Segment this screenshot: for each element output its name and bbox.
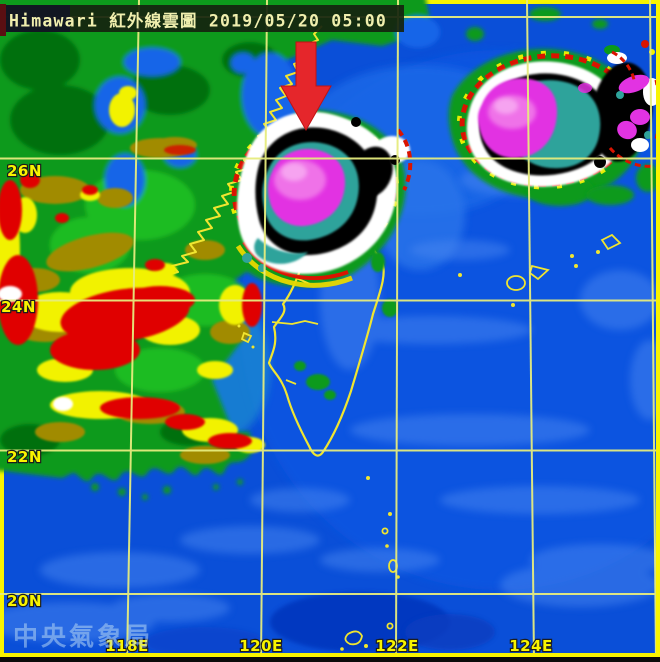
lat-label-24n: 24N xyxy=(1,298,36,316)
coastline-small-islands xyxy=(237,233,622,651)
lat-label-22n: 22N xyxy=(7,448,42,466)
lon-label-124e: 124E xyxy=(509,637,553,655)
map-border-right xyxy=(656,0,660,662)
lon-label-122e: 122E xyxy=(375,637,419,655)
bottom-black-strip xyxy=(0,657,660,662)
longitude-labels: 118E 120E 122E 124E xyxy=(104,636,553,656)
red-down-arrow-icon xyxy=(280,41,332,132)
lat-label-26n: 26N xyxy=(7,162,42,180)
storm-debris-right-edge xyxy=(607,40,660,168)
map-border-bottom xyxy=(0,653,660,657)
lat-label-20n: 20N xyxy=(7,592,42,610)
title-text: Himawari 紅外線雲圖 2019/05/20 05:00 xyxy=(9,11,387,31)
watermark-agency: 中央氣象局 xyxy=(13,622,153,651)
lon-label-118e: 118E xyxy=(105,637,149,655)
title-bar: Himawari 紅外線雲圖 2019/05/20 05:00 xyxy=(0,4,404,36)
latitude-labels: 26N 24N 22N 20N xyxy=(0,161,43,611)
cloud-white-spots xyxy=(0,286,73,411)
storm-cell-top-right xyxy=(448,40,660,206)
lon-label-120e: 120E xyxy=(239,637,283,655)
